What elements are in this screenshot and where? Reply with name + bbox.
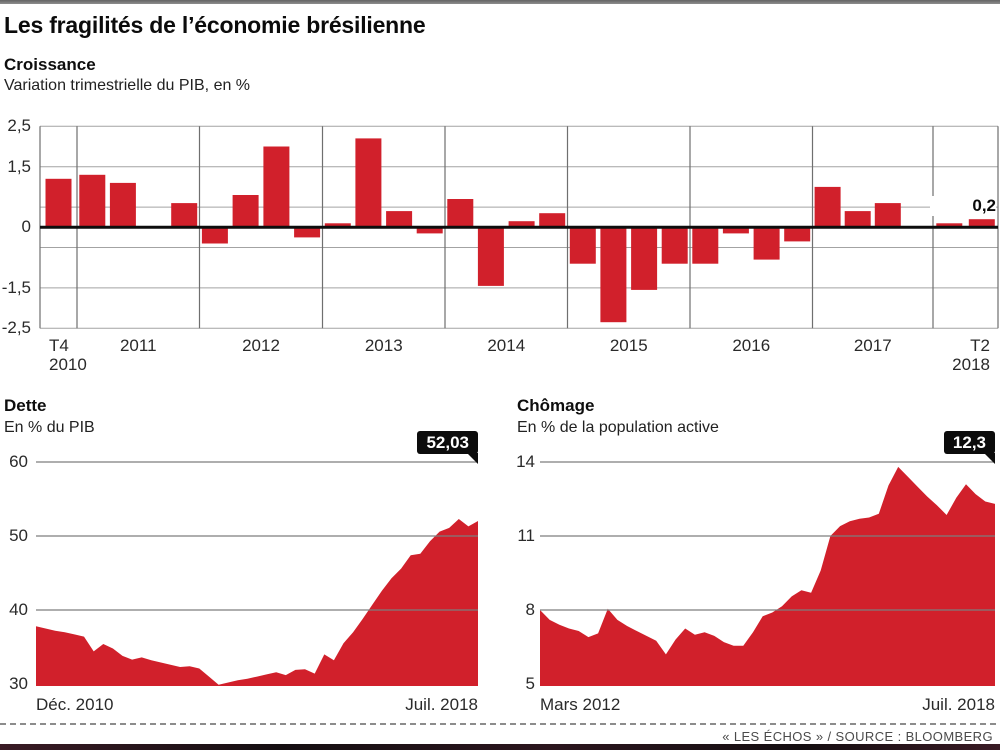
source-credit: « LES ÉCHOS » / SOURCE : BLOOMBERG [722, 729, 993, 744]
gdp-bar [79, 174, 106, 228]
gdp-bar [936, 223, 963, 228]
gdp-bar [294, 227, 321, 238]
gdp-bar [814, 186, 841, 228]
gdp-bar [109, 182, 136, 228]
gdp-bar [722, 227, 749, 234]
gdp-last-value-label: 0,2 [930, 196, 996, 216]
gdp-bar [539, 213, 566, 228]
debt-chart-title: Dette [4, 396, 47, 415]
gdp-bar [355, 138, 382, 228]
debt-chart-subtitle: En % du PIB [4, 419, 95, 436]
gdp-bar [508, 221, 535, 228]
gdp-bar [45, 178, 72, 228]
gdp-bar [784, 227, 811, 242]
top-accent-bar [0, 0, 1000, 4]
gdp-bar [447, 199, 474, 228]
gdp-bar [600, 227, 627, 323]
footer-divider [0, 723, 1000, 725]
gdp-bar [477, 227, 504, 286]
gdp-bar [844, 211, 871, 228]
debt-value-badge: 52,03 [417, 431, 478, 464]
gdp-bar [324, 223, 351, 228]
gdp-bar [692, 227, 719, 264]
gdp-bar [201, 227, 228, 244]
gdp-bar [263, 146, 290, 228]
gdp-bar [416, 227, 443, 234]
page-title: Les fragilités de l’économie brésilienne [4, 12, 426, 38]
gdp-bar [171, 203, 198, 228]
gdp-bar [874, 203, 901, 228]
gdp-bar [631, 227, 658, 290]
gdp-chart-subtitle: Variation trimestrielle du PIB, en % [4, 77, 251, 94]
gdp-bar [661, 227, 688, 264]
gdp-bar [569, 227, 596, 264]
gdp-bar [753, 227, 780, 260]
gdp-bar [232, 195, 259, 228]
gdp-bar [386, 211, 413, 228]
gdp-chart-title: Croissance [4, 55, 96, 74]
unemployment-value-badge: 12,3 [943, 431, 996, 464]
gdp-bar [968, 219, 995, 228]
unemployment-area [540, 466, 995, 686]
debt-area [36, 519, 478, 686]
unemployment-chart-title: Chômage [517, 396, 595, 415]
unemployment-chart-subtitle: En % de la population active [517, 419, 719, 436]
bottom-accent-bar [0, 744, 1000, 750]
